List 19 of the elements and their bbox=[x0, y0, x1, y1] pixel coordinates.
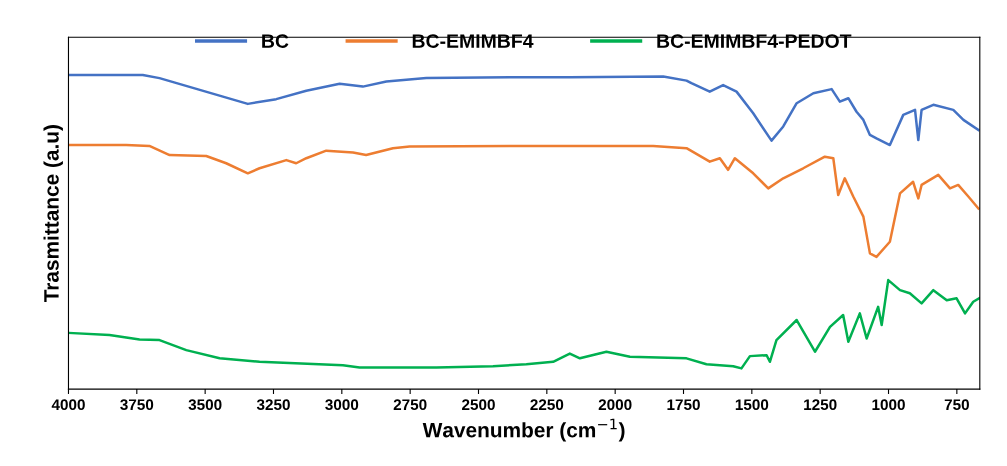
x-tick-label: 2500 bbox=[462, 399, 495, 411]
x-tick-label: 3000 bbox=[325, 399, 359, 411]
x-tick-label: 750 bbox=[944, 399, 969, 411]
x-tick-label: 1500 bbox=[735, 399, 769, 411]
legend-label: BC bbox=[262, 34, 289, 48]
x-tick-label: 1750 bbox=[667, 399, 700, 411]
legend-label: BC-EMIMBF4-PEDOT bbox=[657, 34, 852, 48]
x-tick-label: 3500 bbox=[188, 399, 222, 411]
x-tick-label: 1250 bbox=[804, 399, 837, 411]
x-tick-label: 2250 bbox=[530, 399, 564, 411]
x-tick-label: 2750 bbox=[393, 399, 427, 411]
y-axis-title: Trasmittance (a.u) bbox=[43, 125, 63, 303]
x-tick-label: 3250 bbox=[256, 399, 290, 411]
x-tick-label: 4000 bbox=[51, 399, 85, 411]
x-axis-title: Wavenumber (cm$^{−1}$) bbox=[422, 418, 625, 442]
x-tick-label: 1000 bbox=[872, 399, 905, 411]
x-tick-label: 3750 bbox=[120, 399, 154, 411]
x-tick-label: 2000 bbox=[598, 399, 632, 411]
legend-label: BC-EMIMBF4 bbox=[412, 34, 534, 48]
